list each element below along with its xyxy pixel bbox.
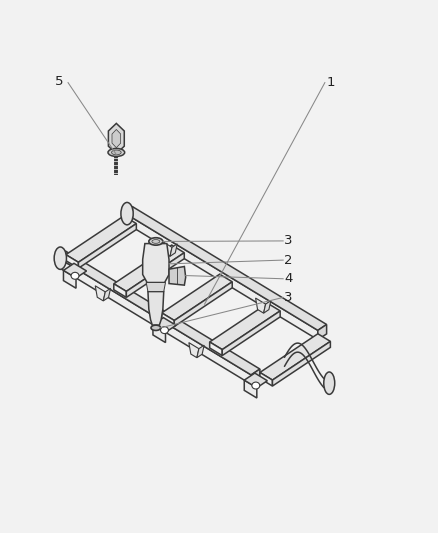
Ellipse shape — [111, 150, 121, 155]
Ellipse shape — [251, 382, 259, 389]
Polygon shape — [259, 373, 272, 386]
Polygon shape — [57, 251, 259, 375]
Ellipse shape — [120, 203, 133, 225]
Polygon shape — [255, 298, 265, 313]
Ellipse shape — [323, 372, 334, 394]
Polygon shape — [148, 292, 163, 325]
Ellipse shape — [108, 149, 124, 157]
Text: 2: 2 — [284, 254, 292, 266]
Text: 3: 3 — [284, 291, 292, 304]
Text: 3: 3 — [284, 235, 292, 247]
Polygon shape — [169, 266, 185, 285]
Polygon shape — [222, 311, 279, 356]
Polygon shape — [57, 251, 66, 266]
Polygon shape — [124, 213, 317, 340]
Polygon shape — [108, 124, 124, 154]
Polygon shape — [142, 244, 169, 282]
Ellipse shape — [160, 327, 168, 334]
Polygon shape — [95, 286, 105, 301]
Polygon shape — [66, 255, 78, 268]
Polygon shape — [152, 325, 165, 343]
Text: 4: 4 — [284, 272, 292, 285]
Polygon shape — [188, 343, 198, 358]
Text: 5: 5 — [55, 75, 63, 87]
Polygon shape — [66, 216, 136, 262]
Polygon shape — [272, 342, 330, 386]
Polygon shape — [161, 313, 174, 326]
Polygon shape — [126, 253, 184, 297]
Polygon shape — [244, 373, 267, 388]
Polygon shape — [57, 257, 251, 384]
Polygon shape — [174, 282, 232, 326]
Polygon shape — [244, 380, 256, 398]
Polygon shape — [146, 282, 165, 292]
Polygon shape — [209, 303, 279, 350]
Polygon shape — [259, 334, 330, 380]
Polygon shape — [209, 342, 222, 356]
Polygon shape — [196, 345, 204, 358]
Polygon shape — [113, 245, 184, 292]
Ellipse shape — [151, 325, 160, 330]
Polygon shape — [170, 244, 177, 256]
Polygon shape — [113, 284, 126, 297]
Polygon shape — [64, 263, 86, 278]
Polygon shape — [162, 241, 172, 256]
Polygon shape — [251, 369, 259, 384]
Polygon shape — [112, 130, 120, 148]
Ellipse shape — [152, 240, 159, 243]
Polygon shape — [152, 318, 176, 333]
Polygon shape — [124, 207, 132, 222]
Polygon shape — [317, 325, 326, 340]
Ellipse shape — [148, 238, 162, 245]
Polygon shape — [161, 274, 232, 320]
Polygon shape — [78, 224, 136, 268]
Polygon shape — [103, 288, 110, 301]
Polygon shape — [124, 207, 326, 330]
Text: 1: 1 — [326, 76, 335, 89]
Ellipse shape — [71, 272, 79, 279]
Polygon shape — [64, 270, 76, 288]
Ellipse shape — [54, 247, 66, 269]
Polygon shape — [263, 301, 270, 313]
